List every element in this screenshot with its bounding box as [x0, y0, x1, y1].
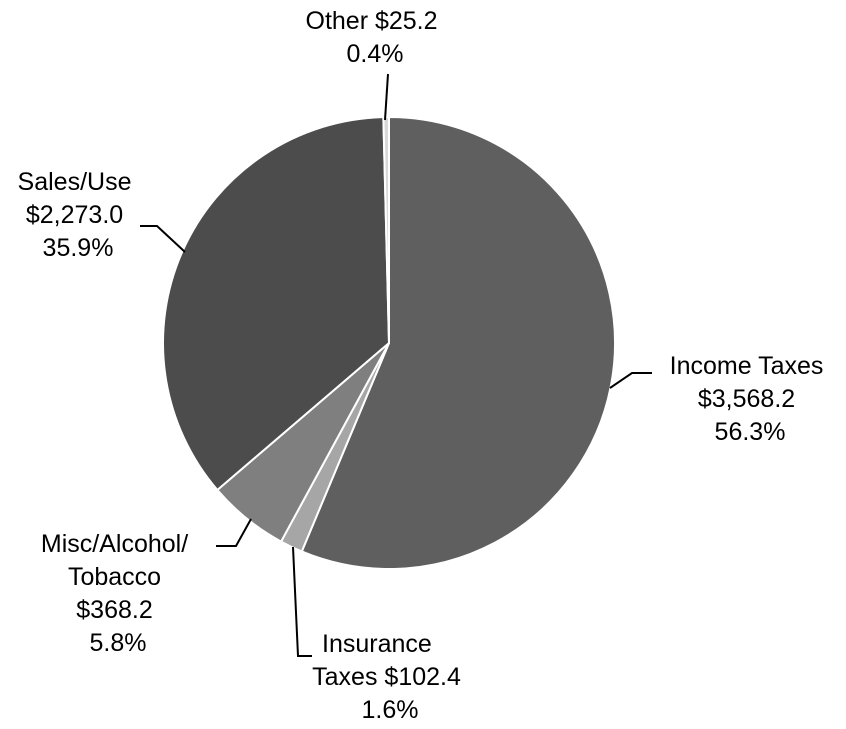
- leader-line-insurance-taxes: [292, 546, 312, 657]
- label-line: Tobacco: [68, 563, 161, 591]
- label-line: Sales/Use: [18, 168, 132, 196]
- label-line: $3,568.2: [698, 385, 795, 413]
- label-line: $368.2: [76, 596, 152, 624]
- label-misc-alcohol-tobacco: Misc/Alcohol/ Tobacco $368.2 5.8%: [41, 530, 195, 657]
- label-line: 1.6%: [362, 696, 419, 724]
- label-line: Insurance: [322, 630, 432, 658]
- leader-lines: [140, 73, 652, 657]
- label-sales-use: Sales/Use $2,273.0 35.9%: [18, 168, 139, 262]
- pie-slices: [162, 115, 616, 570]
- leader-line-sales-use: [140, 225, 186, 253]
- label-line: Other $25.2: [306, 7, 438, 35]
- label-line: $2,273.0: [26, 201, 123, 229]
- leader-line-misc-alcohol-tobacco: [216, 518, 252, 547]
- label-line: 5.8%: [90, 629, 147, 657]
- label-insurance-taxes: Insurance Taxes $102.4 1.6%: [312, 630, 468, 724]
- label-income-taxes: Income Taxes $3,568.2 56.3%: [670, 352, 831, 446]
- label-line: Income Taxes: [670, 352, 824, 380]
- label-line: 56.3%: [715, 418, 786, 446]
- leader-line-income-taxes: [609, 372, 652, 389]
- label-line: 35.9%: [43, 234, 114, 262]
- label-line: 0.4%: [347, 40, 404, 68]
- label-line: Misc/Alcohol/: [41, 530, 188, 558]
- label-other: Other $25.2 0.4%: [306, 7, 445, 68]
- leader-line-other: [384, 73, 389, 121]
- label-line: Taxes $102.4: [312, 663, 461, 691]
